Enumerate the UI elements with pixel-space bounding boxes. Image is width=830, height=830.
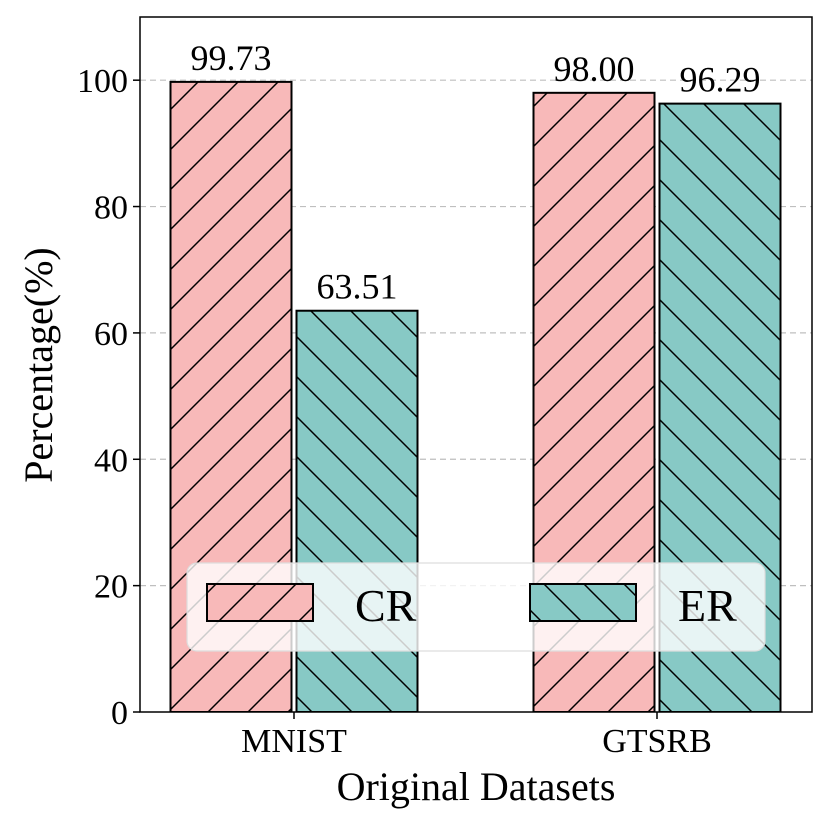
y-tick-label-80: 80 bbox=[94, 190, 128, 227]
y-tick-label-60: 60 bbox=[94, 316, 128, 353]
y-axis-label: Percentage(%) bbox=[16, 247, 61, 482]
bar-hatch-er-mnist bbox=[296, 310, 418, 712]
bar-outline-er-gtsrb bbox=[658, 102, 782, 712]
legend-swatch-cr-hatch bbox=[207, 584, 313, 621]
x-tick-label-gtsrb: GTSRB bbox=[602, 723, 712, 760]
y-tick-label-100: 100 bbox=[77, 63, 128, 100]
y-tick-label-40: 40 bbox=[94, 442, 128, 479]
value-labels: 99.73 63.51 98.00 96.29 bbox=[191, 38, 761, 307]
bar-outline-er-mnist bbox=[295, 309, 419, 712]
legend-label-cr: CR bbox=[355, 580, 417, 631]
legend-swatch-er-hatch bbox=[530, 584, 636, 621]
legend: CR ER bbox=[186, 562, 766, 652]
plot-frame bbox=[139, 16, 813, 713]
value-label-cr-gtsrb: 98.00 bbox=[554, 49, 635, 89]
value-label-cr-mnist: 99.73 bbox=[191, 38, 272, 78]
y-axis-ticks: 0 20 40 60 80 100 bbox=[77, 63, 140, 732]
bar-outline-cr-gtsrb bbox=[532, 91, 656, 712]
x-axis-ticks: MNIST GTSRB bbox=[241, 712, 712, 760]
value-label-er-mnist: 63.51 bbox=[317, 267, 398, 307]
y-tick-label-20: 20 bbox=[94, 569, 128, 606]
bars bbox=[169, 80, 782, 712]
value-label-er-gtsrb: 96.29 bbox=[680, 60, 761, 100]
x-axis-label: Original Datasets bbox=[337, 764, 616, 809]
x-tick-label-mnist: MNIST bbox=[241, 723, 347, 760]
y-tick-label-0: 0 bbox=[111, 695, 128, 732]
legend-label-er: ER bbox=[678, 580, 737, 631]
